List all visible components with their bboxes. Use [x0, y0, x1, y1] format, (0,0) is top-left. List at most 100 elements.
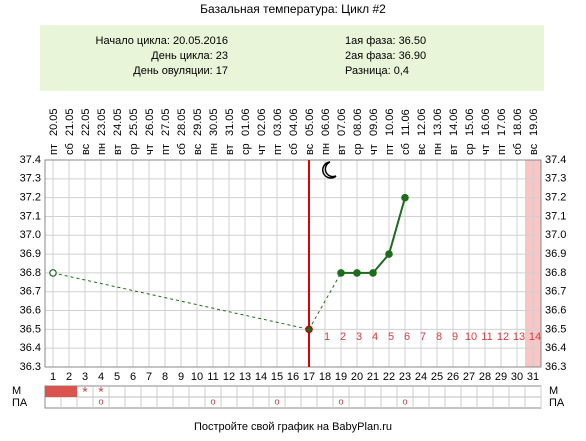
x-tick-label: 31 [527, 371, 539, 383]
moon-icon [322, 161, 337, 179]
date-label: 14.06 [448, 108, 460, 136]
date-label: 22.05 [80, 108, 92, 136]
date-label: 20.05 [48, 108, 60, 136]
x-tick-label: 18 [319, 371, 331, 383]
data-point [369, 269, 377, 277]
y-tick-label: 37.1 [20, 210, 41, 222]
luteal-day-label: 11 [481, 331, 492, 343]
date-label: 24.05 [112, 108, 124, 136]
y-tick-label: 36.7 [545, 286, 566, 298]
y-tick-label: 37.2 [545, 192, 566, 204]
luteal-day-label: 7 [420, 331, 426, 343]
x-tick-label: 11 [207, 371, 218, 383]
date-label: 28.05 [176, 108, 188, 136]
row-label: ПА [12, 397, 28, 409]
x-tick-label: 16 [287, 371, 299, 383]
x-tick-label: 17 [303, 371, 315, 383]
x-tick-label: 24 [415, 371, 427, 383]
date-label: 10.06 [384, 108, 396, 136]
data-point [305, 325, 313, 334]
weekday-label: вс [80, 143, 92, 155]
date-label: 03.06 [272, 108, 284, 136]
x-tick-label: 1 [50, 371, 56, 383]
weekday-label: пн [432, 143, 444, 155]
weekday-label: пт [272, 144, 284, 155]
line-segment [372, 253, 390, 274]
x-tick-label: 4 [98, 371, 104, 383]
x-tick-label: 22 [383, 371, 395, 383]
weekday-label: вс [192, 143, 204, 155]
weekday-label: ср [464, 143, 476, 155]
period-cell [45, 386, 61, 397]
line-segment [388, 197, 406, 255]
y-tick-label: 36.3 [545, 361, 566, 373]
date-label: 07.06 [336, 108, 348, 136]
y-tick-label: 37.3 [545, 173, 566, 185]
pa-mark: o [274, 396, 279, 406]
weekday-label: сб [64, 143, 76, 155]
data-point [49, 269, 57, 277]
y-tick-label: 37.3 [20, 173, 41, 185]
period-cell [61, 386, 77, 397]
info-text: День цикла: 23 [151, 50, 228, 62]
y-tick-label: 37.4 [545, 154, 566, 166]
weekday-label: сб [400, 143, 412, 155]
date-label: 05.06 [304, 108, 316, 136]
date-label: 27.05 [160, 108, 172, 136]
date-label: 30.05 [208, 108, 220, 136]
date-label: 31.05 [224, 108, 236, 136]
row-label: ПА [549, 397, 565, 409]
y-tick-label: 36.9 [545, 248, 566, 260]
date-label: 23.05 [96, 108, 108, 136]
weekday-label: ср [128, 143, 140, 155]
date-label: 25.05 [128, 108, 140, 136]
date-label: 01.06 [240, 108, 252, 136]
line-segment [52, 272, 310, 330]
row-label: М [549, 385, 558, 397]
date-label: 18.06 [512, 108, 524, 136]
x-tick-label: 10 [191, 371, 203, 383]
date-label: 13.06 [432, 108, 444, 136]
luteal-day-label: 6 [404, 331, 410, 343]
data-point [385, 250, 393, 258]
weekday-label: вт [112, 144, 124, 155]
info-text: Начало цикла: 20.05.2016 [96, 35, 228, 47]
y-tick-label: 36.4 [20, 342, 41, 354]
info-box [40, 25, 544, 91]
y-tick-label: 36.3 [20, 361, 41, 373]
x-tick-label: 21 [367, 371, 379, 383]
x-tick-label: 13 [239, 371, 251, 383]
weekday-label: чт [256, 144, 268, 155]
date-label: 04.06 [288, 108, 300, 136]
weekday-label: пт [384, 144, 396, 155]
weekday-label: сб [512, 143, 524, 155]
weekday-label: чт [144, 144, 156, 155]
weekday-label: сб [288, 143, 300, 155]
y-tick-label: 37.0 [545, 229, 566, 241]
weekday-label: вт [224, 144, 236, 155]
x-tick-label: 20 [351, 371, 363, 383]
date-label: 19.06 [528, 108, 540, 136]
luteal-day-label: 2 [340, 331, 346, 343]
pa-mark: o [338, 396, 343, 406]
info-text: Разница: 0,4 [345, 65, 409, 77]
line-segment [308, 272, 342, 330]
info-text: День овуляции: 17 [133, 65, 228, 77]
info-text: 1ая фаза: 36.50 [345, 35, 426, 47]
luteal-day-label: 13 [513, 331, 525, 343]
plot-frame [44, 159, 542, 368]
x-tick-label: 19 [335, 371, 347, 383]
weekday-label: вс [528, 143, 540, 155]
date-label: 08.06 [352, 108, 364, 136]
luteal-day-label: 12 [497, 331, 509, 343]
pa-mark: o [402, 396, 407, 406]
luteal-day-label: 8 [436, 331, 442, 343]
luteal-day-label: 9 [452, 331, 458, 343]
date-label: 17.06 [496, 108, 508, 136]
weekday-label: пт [48, 144, 60, 155]
x-tick-label: 30 [511, 371, 523, 383]
weekday-label: пт [496, 144, 508, 155]
luteal-day-label: 5 [388, 331, 394, 343]
y-tick-label: 36.8 [545, 267, 566, 279]
x-tick-label: 28 [479, 371, 491, 383]
